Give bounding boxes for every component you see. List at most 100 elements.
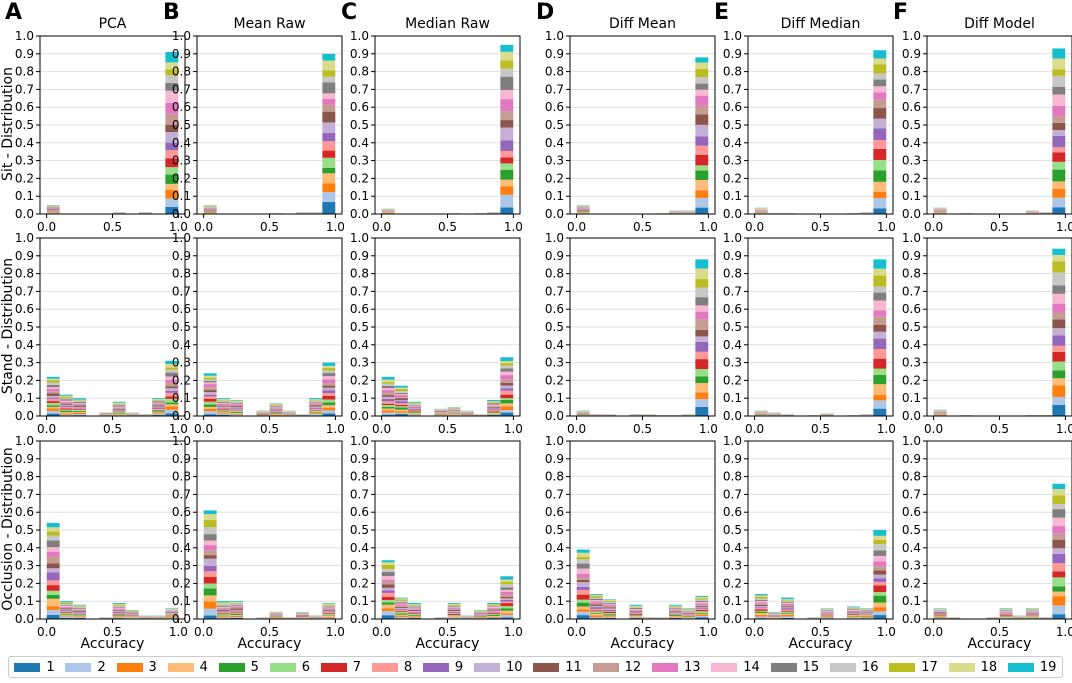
bar-segment-series-5 [381, 602, 395, 605]
bar-segment-series-18 [46, 527, 60, 532]
bar-segment-series-14 [73, 403, 87, 404]
bar-segment-series-11 [112, 408, 126, 410]
bar-segment-series-18 [230, 400, 244, 402]
bar-segment-series-17 [873, 539, 887, 545]
bar-segment-series-9 [165, 391, 179, 393]
bar-segment-series-9 [629, 612, 643, 614]
bar-segment-series-14 [668, 608, 682, 610]
y-tick-label: 1.0 [15, 434, 34, 448]
y-tick-label: 0.8 [15, 470, 34, 484]
bar-segment-series-10 [59, 609, 73, 611]
legend-swatch [829, 662, 856, 672]
y-tick-label: 0.2 [723, 373, 742, 387]
bar-segment-series-14 [112, 406, 126, 408]
bar-segment-series-4 [408, 615, 422, 617]
bar-segment-series-15 [873, 292, 887, 301]
bar-segment-series-1 [230, 617, 244, 619]
bar-segment-series-8 [668, 613, 682, 614]
y-tick-label: 0.5 [723, 118, 742, 132]
y-tick-label: 0.6 [350, 302, 369, 316]
bar-segment-series-8 [152, 408, 166, 410]
bar-segment-series-5 [603, 614, 617, 616]
legend-swatch [422, 662, 449, 672]
y-tick-label: 0.6 [723, 505, 742, 519]
bar-segment-series-19 [695, 57, 709, 63]
bar-segment-series-15 [269, 406, 283, 407]
bar-segment-series-9 [269, 410, 283, 411]
bar-segment-series-9 [589, 607, 603, 609]
bar-segment-series-4 [695, 383, 709, 393]
bar-segment-series-2 [73, 617, 87, 618]
x-tick-label: 0.5 [260, 422, 279, 436]
bar-segment-series-10 [629, 611, 643, 613]
bar-segment-series-15 [381, 385, 395, 389]
bar-segment-series-10 [203, 209, 217, 210]
bar-segment-series-9 [59, 406, 73, 408]
bar-segment-series-7 [73, 409, 87, 411]
bar-segment-series-6 [1025, 615, 1039, 617]
bar-segment-series-17 [487, 604, 501, 606]
y-tick-label: 0.9 [350, 452, 369, 466]
x-axis-label: Accuracy [967, 636, 1032, 652]
bar-segment-series-11 [394, 398, 408, 401]
bar-segment-series-8 [873, 139, 887, 149]
bar-segment-series-3 [500, 406, 514, 410]
x-tick-label: 0.0 [194, 625, 213, 639]
bar-segment-series-16 [152, 400, 166, 402]
column-title: Median Raw [405, 16, 490, 32]
bar-segment-series-3 [434, 414, 448, 416]
bar-segment-series-5 [487, 614, 501, 616]
bar-segment-series-19 [381, 560, 395, 563]
bar-segment-series-18 [203, 514, 217, 520]
y-tick-label: 0.0 [350, 612, 369, 626]
y-tick-label: 0.6 [902, 302, 921, 316]
bar-segment-series-7 [820, 614, 834, 616]
x-tick-label: 0.0 [745, 625, 764, 639]
legend-swatch [65, 662, 92, 672]
bar-segment-series-4 [473, 617, 487, 618]
bar-segment-series-2 [682, 617, 696, 619]
bar-segment-series-2 [500, 194, 514, 208]
y-tick-label: 0.4 [723, 338, 742, 352]
bar-segment-series-6 [216, 410, 230, 412]
bar-segment-series-5 [1052, 586, 1066, 592]
bar-segment-series-13 [309, 403, 323, 405]
y-tick-label: 0.4 [545, 136, 564, 150]
bar-segment-series-6 [46, 590, 60, 595]
bar-segment-series-12 [781, 605, 795, 607]
bar-segment-series-3 [112, 616, 126, 618]
bar-segment-series-9 [933, 613, 947, 615]
y-tick-label: 0.7 [545, 284, 564, 298]
bar-segment-series-18 [576, 552, 590, 557]
bar-segment-series-8 [112, 613, 126, 614]
bar-segment-series-16 [695, 77, 709, 84]
legend-item-5: 5 [218, 660, 259, 675]
bar-segment-series-8 [695, 608, 709, 610]
bar-segment-series-2 [589, 617, 603, 619]
y-tick-label: 0.9 [172, 249, 191, 263]
bar-segment-series-15 [230, 402, 244, 404]
bar-segment-series-10 [165, 388, 179, 392]
legend-label: 10 [505, 659, 523, 675]
bar-segment-series-15 [629, 608, 643, 610]
subplot-1-4: 0.0 0.1 0.2 0.3 0.4 0.5 0.6 0.7 0.8 0.9 1.0 0.0 0.5 1… [723, 231, 896, 436]
bar-segment-series-10 [165, 132, 179, 143]
bar-segment-series-15 [873, 550, 887, 556]
y-tick-label: 0.6 [723, 302, 742, 316]
bar-segment-series-2 [576, 212, 590, 214]
x-axis-label: Accuracy [237, 636, 302, 652]
bar-segment-series-7 [230, 410, 244, 411]
bar-segment-series-13 [203, 207, 217, 209]
bar-segment-series-15 [408, 404, 422, 406]
bar-segment-series-15 [112, 405, 126, 407]
legend-item-9: 9 [422, 660, 463, 675]
bar-segment-series-16 [203, 527, 217, 535]
bar-segment-series-17 [754, 596, 768, 599]
bar-segment-series-3 [589, 615, 603, 618]
y-tick-label: 0.7 [545, 82, 564, 96]
bar-segment-series-14 [165, 610, 179, 612]
y-tick-label: 0.6 [545, 302, 564, 316]
y-tick-label: 0.6 [350, 505, 369, 519]
bar-segment-series-9 [125, 614, 139, 616]
bar-segment-series-16 [112, 404, 126, 406]
